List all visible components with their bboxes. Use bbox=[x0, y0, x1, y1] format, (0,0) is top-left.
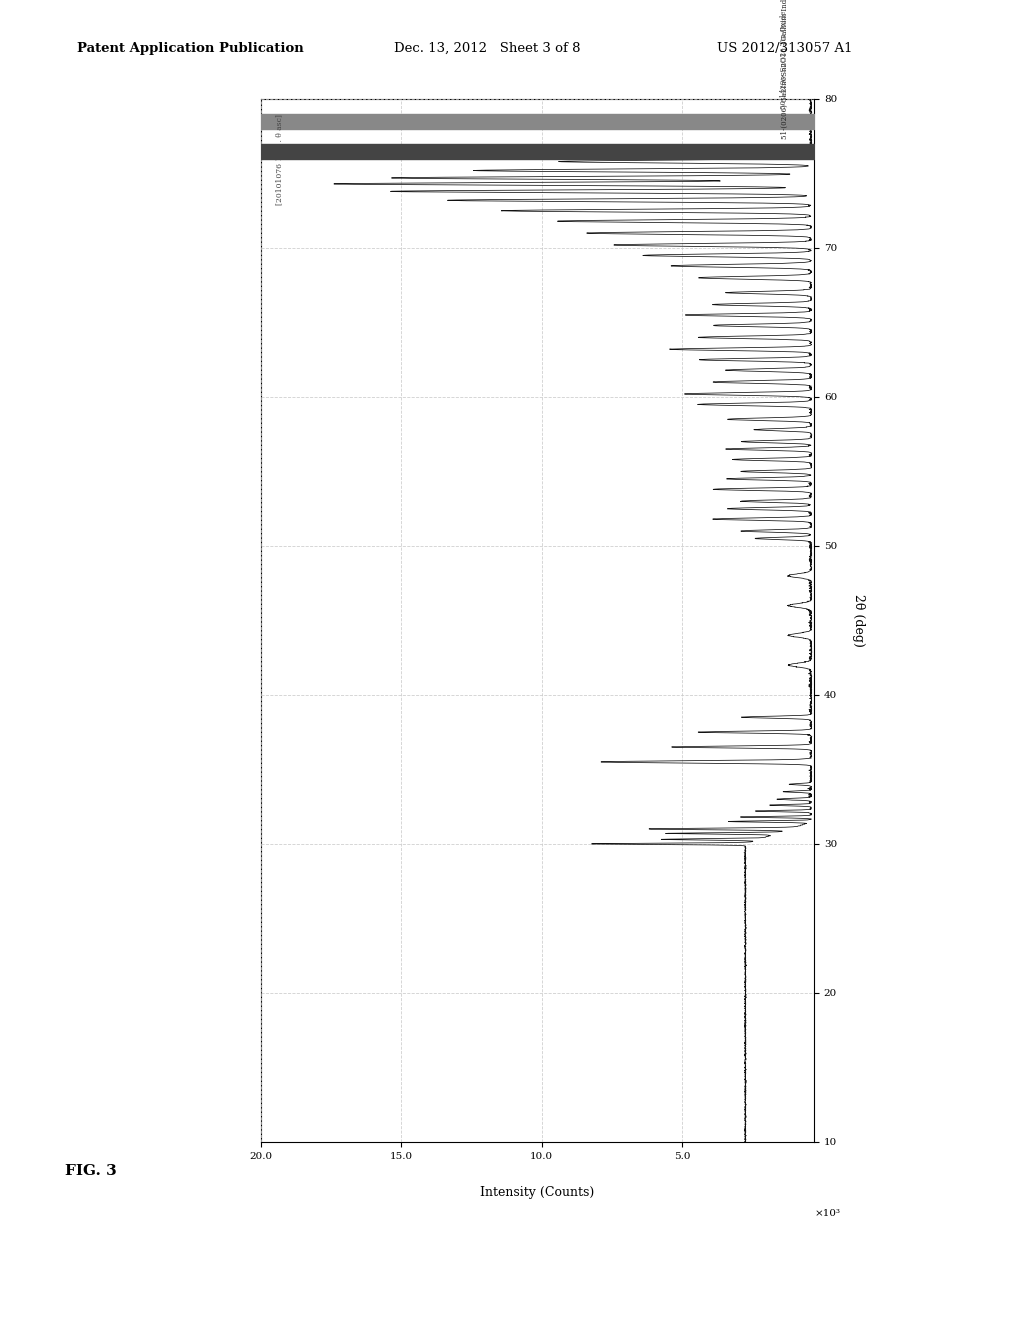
Text: Patent Application Publication: Patent Application Publication bbox=[77, 41, 303, 54]
Text: 50-1429> SnO2 - Tin Oxide: 50-1429> SnO2 - Tin Oxide bbox=[780, 11, 788, 110]
Text: ×10³: ×10³ bbox=[814, 1209, 840, 1218]
Text: US 2012/313057 A1: US 2012/313057 A1 bbox=[717, 41, 852, 54]
Text: Dec. 13, 2012   Sheet 3 of 8: Dec. 13, 2012 Sheet 3 of 8 bbox=[394, 41, 581, 54]
Text: [20101076 1 2θ . θ asc]: [20101076 1 2θ . θ asc] bbox=[275, 114, 284, 205]
Y-axis label: 2θ (deg): 2θ (deg) bbox=[852, 594, 865, 647]
Text: 51-(0206) Ga2In6Sn2O16 - Gallium Indium Tin Oxide: 51-(0206) Ga2In6Sn2O16 - Gallium Indium … bbox=[780, 0, 788, 139]
Text: FIG. 3: FIG. 3 bbox=[65, 1164, 117, 1179]
X-axis label: Intensity (Counts): Intensity (Counts) bbox=[480, 1185, 595, 1199]
